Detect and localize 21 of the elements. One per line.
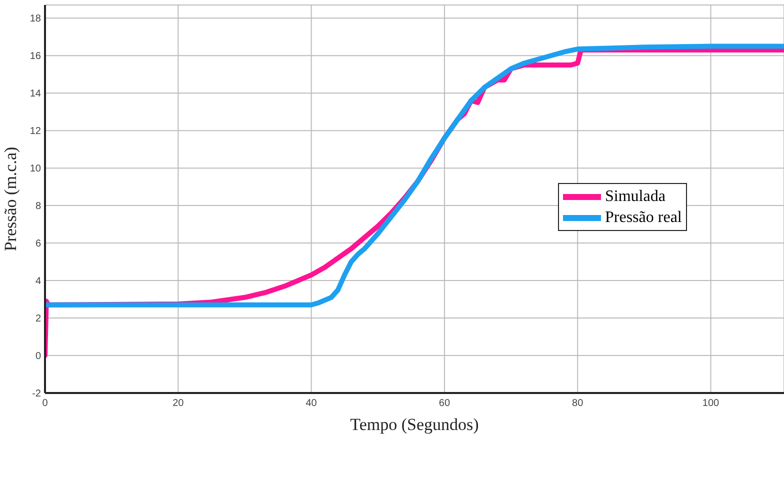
y-tick-label: 16 — [30, 51, 42, 62]
y-tick-label: 2 — [35, 314, 42, 325]
x-tick-label: 40 — [306, 398, 318, 410]
x-tick-label: 80 — [572, 398, 584, 410]
y-tick-label: 10 — [30, 164, 42, 175]
y-tick-label: 12 — [30, 126, 42, 138]
y-tick-label: 4 — [35, 276, 42, 288]
y-axis-title: Pressão (m.c.a) — [1, 146, 20, 252]
legend-label: Simulada — [605, 187, 666, 207]
x-tick-label: 60 — [438, 398, 450, 410]
x-tick-label: 0 — [42, 398, 48, 410]
y-tick-label: 0 — [35, 351, 42, 362]
y-tick-label: 8 — [35, 201, 42, 212]
x-tick-label: 100 — [702, 398, 720, 410]
legend-label: Pressão real — [605, 208, 682, 228]
y-tick-label: 14 — [30, 88, 42, 100]
y-tick-label: -2 — [32, 388, 42, 400]
y-tick-label: 6 — [35, 238, 42, 250]
x-tick-label: 20 — [172, 398, 184, 410]
x-axis-title: Tempo (Segundos) — [350, 415, 479, 434]
y-tick-label: 18 — [30, 14, 42, 25]
